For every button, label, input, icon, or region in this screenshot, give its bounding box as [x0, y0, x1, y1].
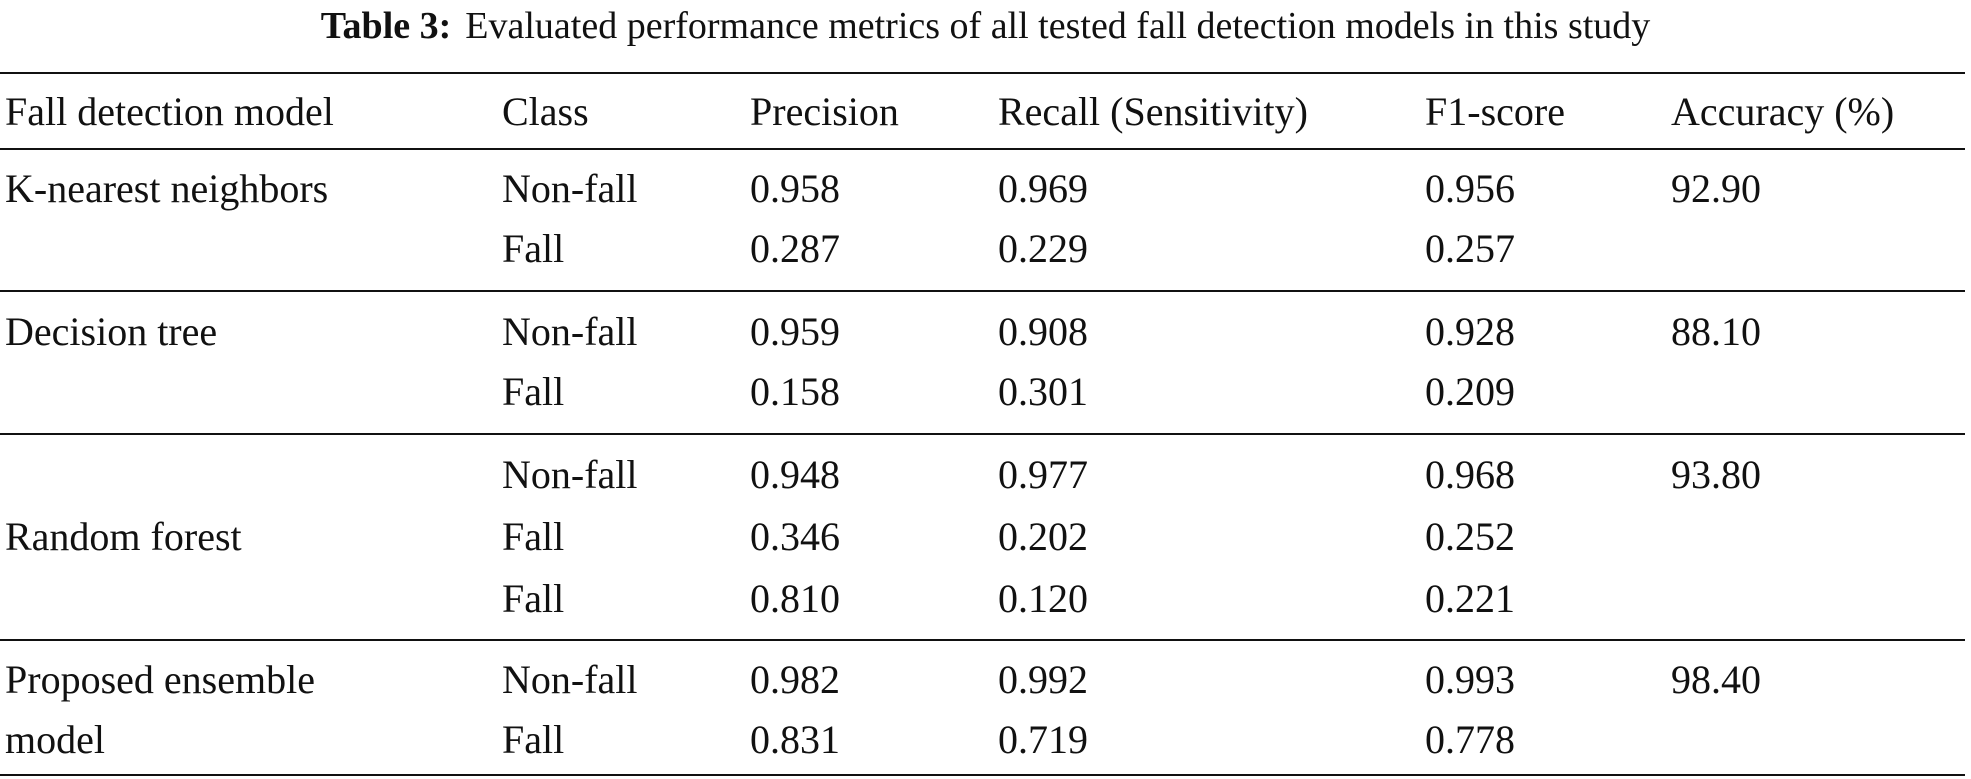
group-divider	[0, 639, 1965, 641]
f1-cell: 0.221	[1425, 576, 1515, 621]
precision-cell: 0.958	[750, 166, 840, 211]
recall-cell: 0.908	[998, 309, 1088, 354]
accuracy-knn: 92.90	[1671, 166, 1761, 211]
f1-cell: 0.252	[1425, 514, 1515, 559]
class-cell: Non-fall	[502, 166, 638, 211]
class-cell: Non-fall	[502, 309, 638, 354]
f1-cell: 0.993	[1425, 657, 1515, 702]
precision-cell: 0.346	[750, 514, 840, 559]
class-cell: Fall	[502, 514, 565, 559]
recall-cell: 0.992	[998, 657, 1088, 702]
recall-cell: 0.202	[998, 514, 1088, 559]
table-caption-label: Table 3:	[320, 5, 452, 47]
class-cell: Non-fall	[502, 657, 638, 702]
precision-cell: 0.982	[750, 657, 840, 702]
f1-cell: 0.778	[1425, 717, 1515, 762]
class-cell: Fall	[502, 717, 565, 762]
precision-cell: 0.831	[750, 717, 840, 762]
f1-cell: 0.968	[1425, 452, 1515, 497]
group-divider	[0, 433, 1965, 435]
class-cell: Fall	[502, 226, 565, 271]
table-caption: Table 3: Evaluated performance metrics of…	[0, 0, 1971, 60]
recall-cell: 0.719	[998, 717, 1088, 762]
accuracy-decision-tree: 88.10	[1671, 309, 1761, 354]
f1-cell: 0.928	[1425, 309, 1515, 354]
precision-cell: 0.959	[750, 309, 840, 354]
precision-cell: 0.948	[750, 452, 840, 497]
precision-cell: 0.810	[750, 576, 840, 621]
group-divider	[0, 290, 1965, 292]
class-cell: Fall	[502, 369, 565, 414]
header-rule	[0, 148, 1965, 150]
table-caption-text: Evaluated performance metrics of all tes…	[465, 5, 1651, 47]
table-top-rule	[0, 72, 1965, 74]
class-cell: Fall	[502, 576, 565, 621]
recall-cell: 0.120	[998, 576, 1088, 621]
model-name-knn: K-nearest neighbors	[5, 166, 329, 211]
header-recall: Recall (Sensitivity)	[998, 89, 1308, 134]
f1-cell: 0.956	[1425, 166, 1515, 211]
class-cell: Non-fall	[502, 452, 638, 497]
f1-cell: 0.257	[1425, 226, 1515, 271]
accuracy-random-forest: 93.80	[1671, 452, 1761, 497]
table-bottom-rule	[0, 774, 1965, 776]
model-name-proposed-ensemble-line2: model	[5, 717, 105, 762]
precision-cell: 0.287	[750, 226, 840, 271]
header-precision: Precision	[750, 89, 899, 134]
model-name-random-forest: Random forest	[5, 514, 242, 559]
model-name-proposed-ensemble-line1: Proposed ensemble	[5, 657, 315, 702]
header-fall-detection-model: Fall detection model	[5, 89, 334, 134]
f1-cell: 0.209	[1425, 369, 1515, 414]
recall-cell: 0.977	[998, 452, 1088, 497]
precision-cell: 0.158	[750, 369, 840, 414]
recall-cell: 0.229	[998, 226, 1088, 271]
header-accuracy: Accuracy (%)	[1671, 89, 1895, 134]
header-class: Class	[502, 89, 589, 134]
model-name-decision-tree: Decision tree	[5, 309, 218, 354]
accuracy-proposed-ensemble: 98.40	[1671, 657, 1761, 702]
recall-cell: 0.301	[998, 369, 1088, 414]
header-f1-score: F1-score	[1425, 89, 1565, 134]
recall-cell: 0.969	[998, 166, 1088, 211]
